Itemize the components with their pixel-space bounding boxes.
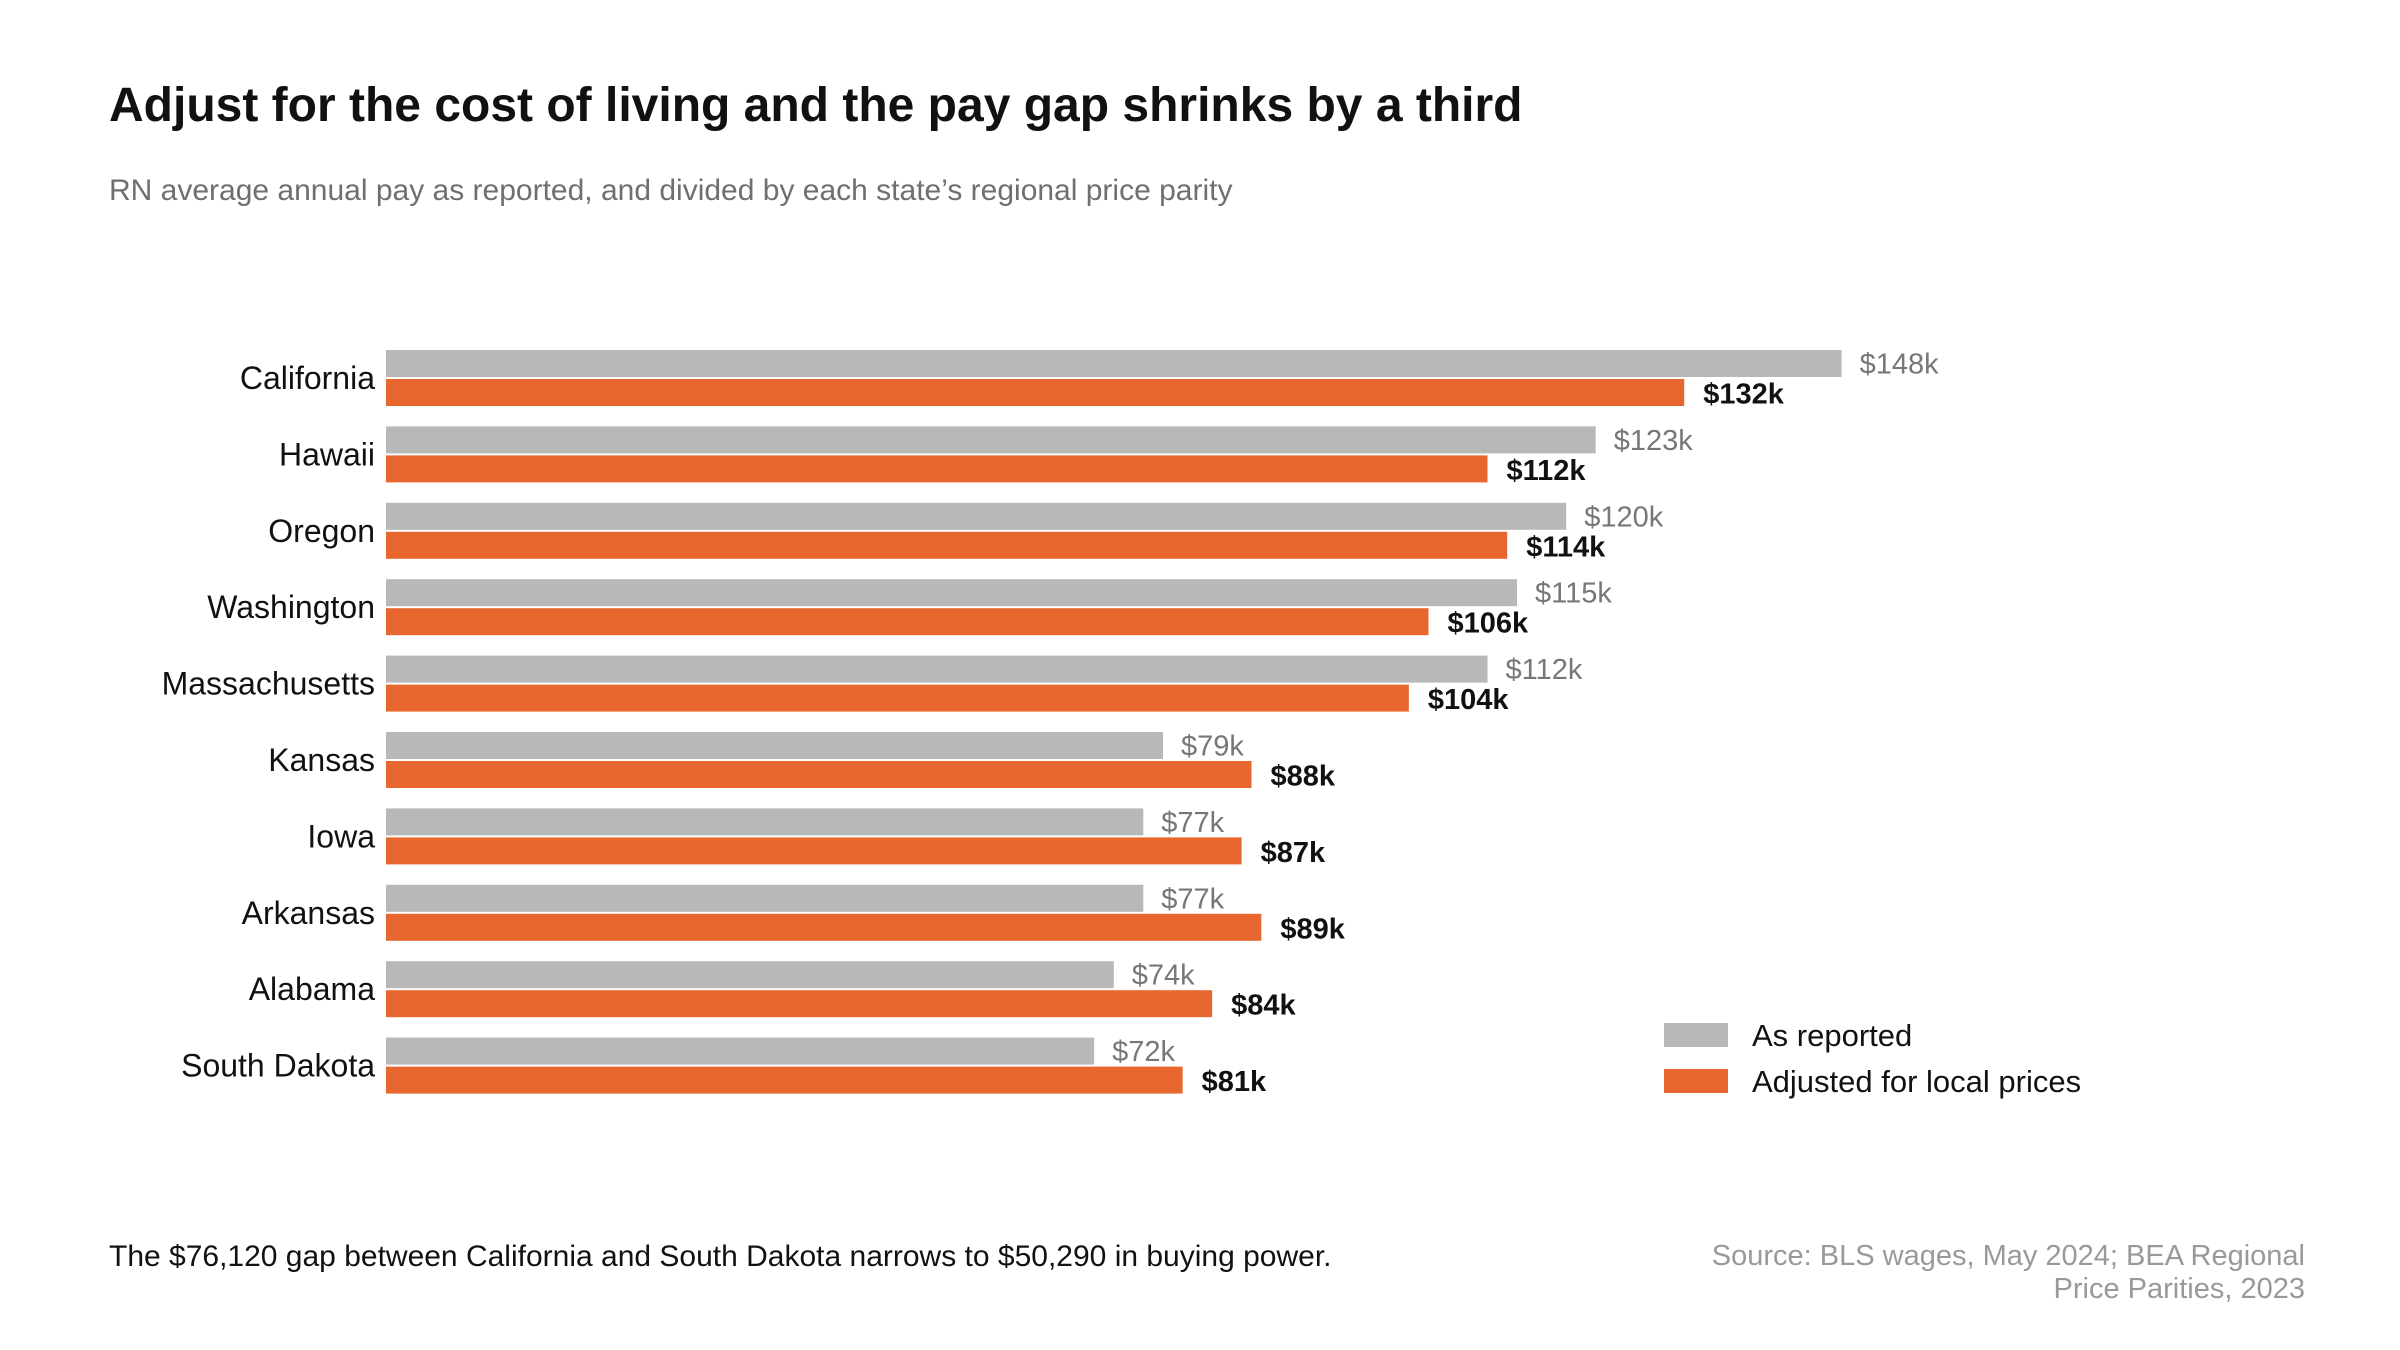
bar-reported-alabama bbox=[386, 961, 1114, 989]
data-label-reported-alabama: $74k bbox=[1132, 960, 1195, 992]
category-label-arkansas: Arkansas bbox=[242, 895, 375, 931]
bar-adjusted-iowa bbox=[386, 837, 1242, 865]
bar-reported-arkansas bbox=[386, 884, 1144, 912]
bar-reported-washington bbox=[386, 579, 1518, 607]
legend-label-as-reported: As reported bbox=[1752, 1018, 1912, 1053]
bar-adjusted-oregon bbox=[386, 531, 1508, 559]
bar-adjusted-kansas bbox=[386, 761, 1252, 788]
data-label-adjusted-south-dakota: $81k bbox=[1202, 1066, 1267, 1098]
data-label-reported-south-dakota: $72k bbox=[1112, 1036, 1175, 1068]
category-label-south-dakota: South Dakota bbox=[181, 1048, 375, 1084]
data-label-adjusted-massachusetts: $104k bbox=[1428, 684, 1510, 716]
category-label-kansas: Kansas bbox=[268, 742, 375, 778]
data-label-reported-hawaii: $123k bbox=[1614, 425, 1694, 457]
bar-adjusted-hawaii bbox=[386, 455, 1488, 483]
data-label-adjusted-california: $132k bbox=[1703, 379, 1785, 411]
category-label-hawaii: Hawaii bbox=[279, 436, 375, 472]
data-label-reported-massachusetts: $112k bbox=[1506, 654, 1583, 686]
data-label-reported-oregon: $120k bbox=[1584, 501, 1664, 533]
bar-adjusted-california bbox=[386, 379, 1685, 406]
category-label-alabama: Alabama bbox=[249, 971, 376, 1007]
chart-title: Adjust for the cost of living and the pa… bbox=[109, 79, 1523, 132]
category-label-iowa: Iowa bbox=[307, 818, 375, 854]
data-label-adjusted-hawaii: $112k bbox=[1507, 455, 1587, 487]
legend: As reported Adjusted for local prices bbox=[1664, 1018, 2081, 1099]
bar-reported-massachusetts bbox=[386, 655, 1488, 683]
legend-swatch-adjusted-for-local-prices bbox=[1664, 1069, 1728, 1093]
bar-adjusted-washington bbox=[386, 608, 1429, 636]
legend-label-adjusted-for-local-prices: Adjusted for local prices bbox=[1752, 1064, 2081, 1099]
data-label-adjusted-kansas: $88k bbox=[1270, 761, 1335, 793]
bar-reported-hawaii bbox=[386, 426, 1596, 454]
footnote: The $76,120 gap between California and S… bbox=[109, 1240, 1332, 1273]
data-label-reported-washington: $115k bbox=[1535, 578, 1612, 610]
data-label-reported-iowa: $77k bbox=[1161, 807, 1224, 839]
source-note: Source: BLS wages, May 2024; BEA Regiona… bbox=[1711, 1240, 2305, 1305]
bar-reported-iowa bbox=[386, 808, 1144, 836]
data-label-adjusted-washington: $106k bbox=[1448, 608, 1530, 640]
bar-reported-oregon bbox=[386, 502, 1567, 530]
data-label-adjusted-alabama: $84k bbox=[1231, 990, 1296, 1022]
category-label-california: California bbox=[240, 360, 375, 396]
data-label-adjusted-oregon: $114k bbox=[1526, 531, 1606, 563]
bar-adjusted-massachusetts bbox=[386, 684, 1409, 712]
category-label-washington: Washington bbox=[207, 589, 375, 625]
legend-swatch-as-reported bbox=[1664, 1023, 1728, 1047]
data-label-reported-arkansas: $77k bbox=[1161, 883, 1224, 915]
bar-reported-kansas bbox=[386, 732, 1163, 759]
bar-reported-california bbox=[386, 350, 1842, 377]
bar-adjusted-south-dakota bbox=[386, 1066, 1183, 1094]
category-label-oregon: Oregon bbox=[268, 513, 375, 549]
data-label-reported-kansas: $79k bbox=[1181, 731, 1244, 763]
data-label-reported-california: $148k bbox=[1860, 349, 1940, 381]
category-label-massachusetts: Massachusetts bbox=[162, 666, 375, 702]
data-label-adjusted-iowa: $87k bbox=[1261, 837, 1326, 869]
bar-reported-south-dakota bbox=[386, 1037, 1095, 1065]
bars-layer: California $148k $132k Hawaii $123k $112k Oreg… bbox=[162, 349, 1940, 1099]
bar-adjusted-alabama bbox=[386, 990, 1213, 1018]
data-label-adjusted-arkansas: $89k bbox=[1280, 913, 1345, 945]
bar-adjusted-arkansas bbox=[386, 913, 1262, 941]
chart-subtitle: RN average annual pay as reported, and d… bbox=[109, 174, 1233, 207]
